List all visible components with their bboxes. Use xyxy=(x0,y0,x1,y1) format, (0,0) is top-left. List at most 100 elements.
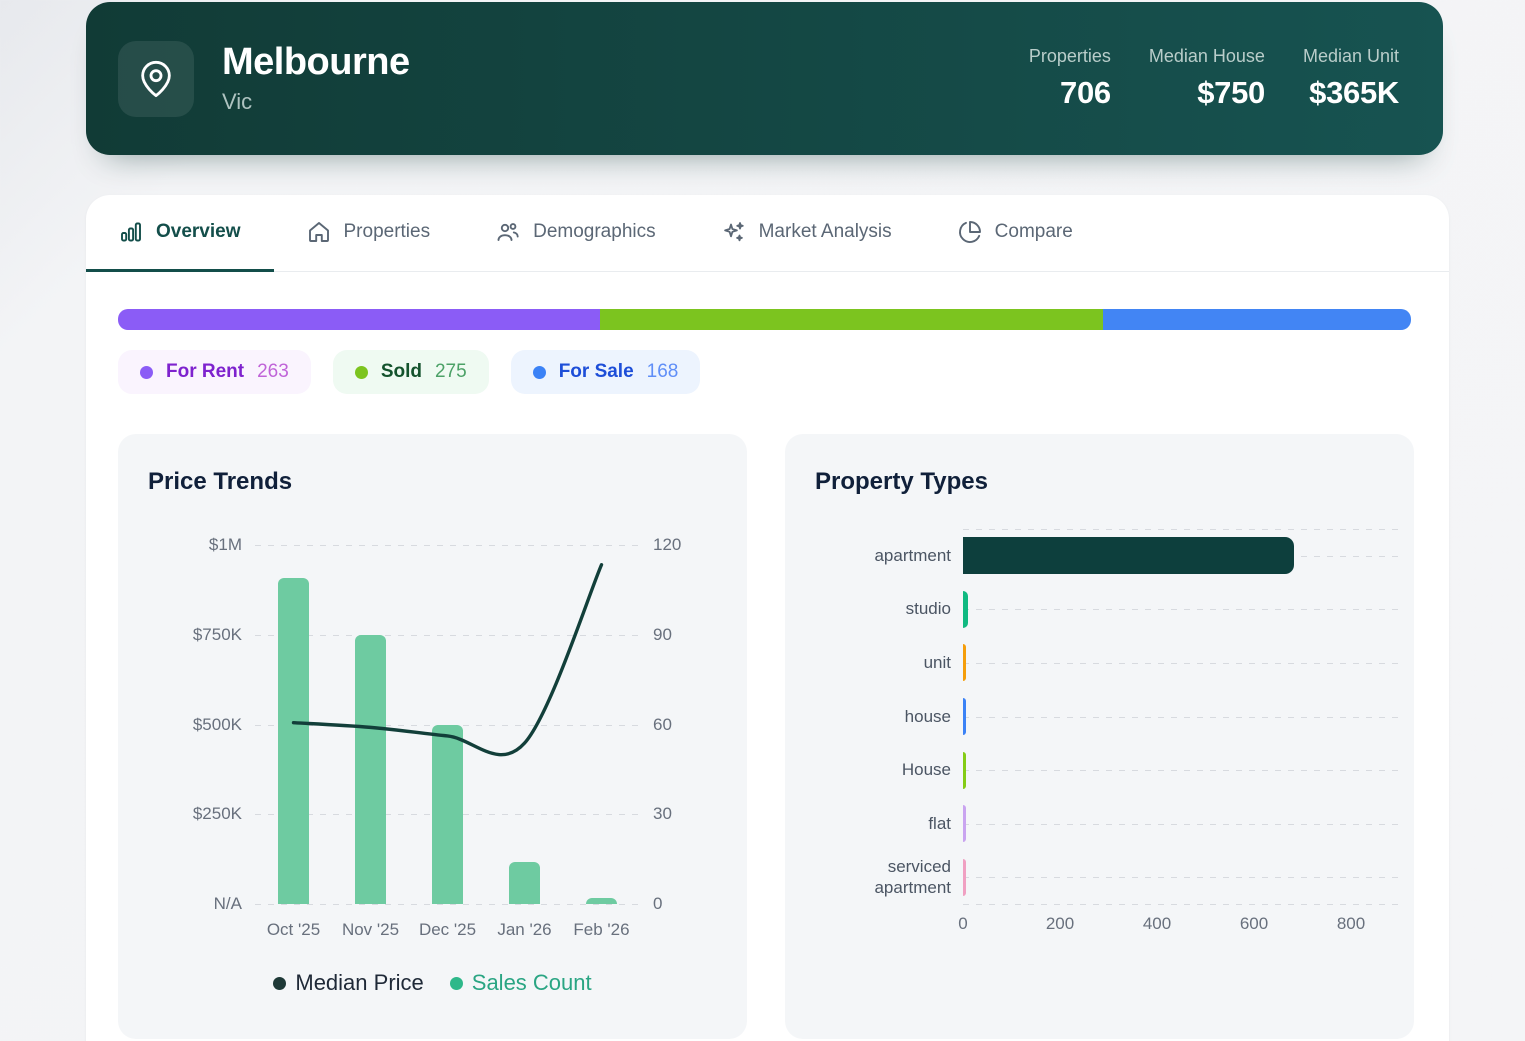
location-badge xyxy=(118,40,194,117)
tab-compare[interactable]: Compare xyxy=(925,195,1106,272)
sales-count-bar-oct-25 xyxy=(278,577,309,904)
category-label-house: House xyxy=(901,760,951,780)
x-axis-tick: 400 xyxy=(1142,914,1172,933)
gridline xyxy=(255,904,640,905)
x-axis-tick: 800 xyxy=(1336,914,1366,933)
sales-count-bar-dec-25 xyxy=(432,724,463,904)
gridline xyxy=(963,662,1405,664)
y-axis-tick-left: $1M xyxy=(208,535,242,554)
x-axis-tick: 200 xyxy=(1045,914,1075,933)
tab-label: Overview xyxy=(156,221,241,242)
chart-title-property-types: Property Types xyxy=(815,468,988,495)
location-header-card: Melbourne Vic Properties 706 Median House $… xyxy=(86,2,1443,155)
tab-label: Market Analysis xyxy=(758,221,892,242)
chart-title-price-trends: Price Trends xyxy=(148,468,293,495)
map-pin-icon xyxy=(141,60,171,97)
stat-median-unit: Median Unit $365K xyxy=(1303,46,1399,111)
tab-bar: Overview Properties Demographics Market Ana… xyxy=(86,195,1449,272)
y-axis-tick-right: 60 xyxy=(653,714,672,734)
tab-label: Demographics xyxy=(533,221,656,242)
tab-demographics[interactable]: Demographics xyxy=(463,195,689,272)
bar-chart-icon xyxy=(119,220,143,244)
distribution-legend: For Rent 263 Sold 275 For Sale 168 xyxy=(118,350,1417,394)
x-axis-tick: Feb '26 xyxy=(573,920,630,939)
distribution-segment-for-rent xyxy=(118,309,600,330)
property-type-bar-house xyxy=(963,751,966,789)
y-axis-tick-left: N/A xyxy=(213,894,242,913)
users-icon xyxy=(496,220,520,244)
tab-properties[interactable]: Properties xyxy=(274,195,464,272)
chip-count: 168 xyxy=(646,361,679,382)
category-label-house: house xyxy=(904,706,951,726)
legend-label: Median Price xyxy=(295,970,424,995)
price-trends-chart-legend: Median Price Sales Count xyxy=(118,970,747,996)
stat-value: 706 xyxy=(1060,75,1111,110)
tab-market-analysis[interactable]: Market Analysis xyxy=(689,195,925,272)
tab-label: Properties xyxy=(343,221,431,242)
x-axis-tick: 600 xyxy=(1239,914,1269,933)
distribution-segment-sold xyxy=(599,309,1104,330)
gridline xyxy=(963,770,1405,772)
chip-label: For Rent xyxy=(166,361,245,382)
legend-item-median-price: Median Price xyxy=(273,970,424,996)
x-axis-tick: Oct '25 xyxy=(266,920,321,939)
chip-count: 263 xyxy=(257,361,289,382)
sales-count-bar-nov-25 xyxy=(355,634,386,904)
distribution-bar xyxy=(118,309,1411,330)
chip-for-rent[interactable]: For Rent 263 xyxy=(118,350,311,394)
page-title: Melbourne xyxy=(222,40,410,83)
price-trends-card: Price Trends Median Price Sales Count $1M… xyxy=(118,434,747,1039)
legend-dot-icon xyxy=(354,365,368,379)
legend-dot-icon xyxy=(273,976,287,990)
legend-dot-icon xyxy=(449,976,463,990)
x-axis-tick: 0 xyxy=(958,914,968,933)
category-label-apartment: apartment xyxy=(874,545,951,565)
sales-count-bar-jan-26 xyxy=(509,862,540,904)
distribution-segment-for-sale xyxy=(1103,309,1411,330)
property-type-bar-unit xyxy=(963,644,966,682)
gridline xyxy=(963,716,1405,718)
x-axis-tick: Jan '26 xyxy=(497,920,552,939)
category-label-flat: flat xyxy=(928,813,951,833)
y-axis-tick-left: $500K xyxy=(192,714,242,734)
property-types-card: Property Types apartment studio unit house H… xyxy=(785,434,1414,1039)
stat-value: $365K xyxy=(1309,75,1399,110)
gridline xyxy=(255,545,640,546)
gridline xyxy=(963,609,1405,611)
legend-item-sales-count: Sales Count xyxy=(449,970,592,996)
stat-properties: Properties 706 xyxy=(1029,46,1111,111)
chip-sold[interactable]: Sold 275 xyxy=(332,350,489,394)
chip-label: Sold xyxy=(380,361,422,382)
y-axis-tick-left: $750K xyxy=(192,624,242,644)
sales-count-bar-feb-26 xyxy=(586,898,617,904)
category-label-unit: unit xyxy=(923,652,951,672)
stat-label: Properties xyxy=(1028,46,1111,66)
pie-chart-icon xyxy=(958,220,982,244)
property-type-bar-house xyxy=(963,698,966,735)
y-axis-tick-right: 120 xyxy=(653,535,682,554)
gridline xyxy=(963,877,1405,879)
sparkles-icon xyxy=(722,220,746,244)
tab-overview[interactable]: Overview xyxy=(86,195,274,272)
legend-label: Sales Count xyxy=(471,970,592,995)
property-type-bar-apartment xyxy=(963,537,1294,575)
category-label-serviced-apartment: serviced apartment xyxy=(874,857,951,898)
y-axis-tick-left: $250K xyxy=(192,804,242,824)
main-content-card: Overview Properties Demographics Market Ana… xyxy=(86,195,1449,1041)
gridline xyxy=(963,904,1405,905)
x-axis-tick: Nov '25 xyxy=(341,920,400,939)
page-subtitle-state: Vic xyxy=(222,89,253,115)
chip-for-sale[interactable]: For Sale 168 xyxy=(510,350,701,394)
y-axis-tick-right: 30 xyxy=(653,804,672,824)
property-type-bar-serviced-apartment xyxy=(963,858,966,896)
stat-label: Median Unit xyxy=(1302,46,1399,66)
x-axis-tick: Dec '25 xyxy=(418,920,477,939)
property-type-bar-flat xyxy=(963,805,966,843)
header-stats: Properties 706 Median House $750 Median Unit… xyxy=(1029,46,1399,111)
chip-count: 275 xyxy=(434,361,467,382)
y-axis-tick-right: 0 xyxy=(653,894,663,913)
tab-label: Compare xyxy=(994,221,1073,242)
legend-dot-icon xyxy=(532,365,546,379)
stat-value: $750 xyxy=(1197,75,1265,110)
stat-label: Median House xyxy=(1148,46,1265,66)
